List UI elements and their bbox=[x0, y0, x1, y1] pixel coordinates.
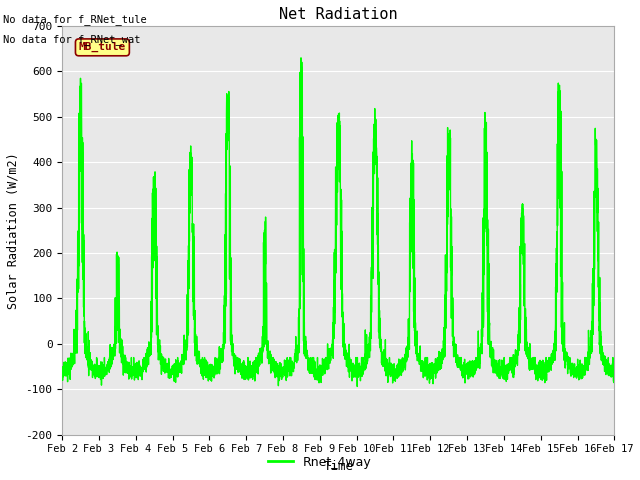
X-axis label: Time: Time bbox=[323, 460, 353, 473]
Title: Net Radiation: Net Radiation bbox=[279, 7, 397, 22]
Text: MB_tule: MB_tule bbox=[79, 42, 126, 52]
Legend: Rnet_4way: Rnet_4way bbox=[263, 451, 377, 474]
Text: No data for f_RNet_tule: No data for f_RNet_tule bbox=[3, 14, 147, 25]
Text: No data for f_RNet_wat: No data for f_RNet_wat bbox=[3, 34, 141, 45]
Y-axis label: Solar Radiation (W/m2): Solar Radiation (W/m2) bbox=[7, 152, 20, 309]
